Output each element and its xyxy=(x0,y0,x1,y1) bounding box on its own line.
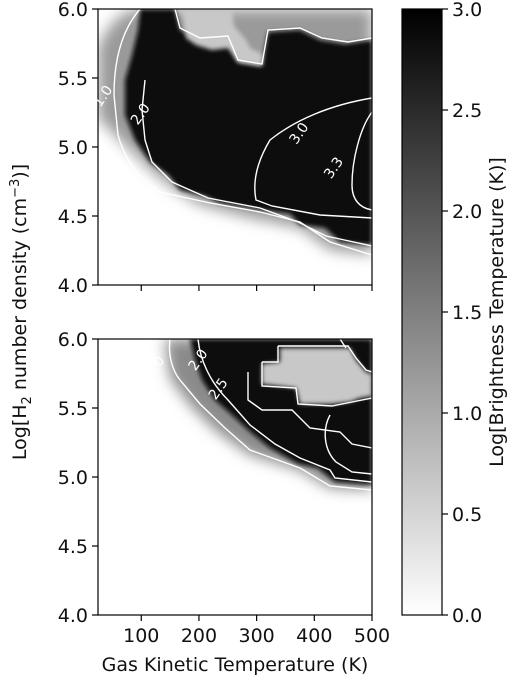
bottom-x-axis: 100 200 300 400 500 xyxy=(123,615,390,647)
bottom-contour-2.0 xyxy=(197,339,372,483)
colorbar-tick-label: 2.0 xyxy=(452,201,482,223)
top-y-tick-label: 4.5 xyxy=(58,206,88,228)
bottom-y-tick-label: 4.0 xyxy=(58,605,88,627)
bottom-contour-inner xyxy=(324,414,372,475)
top-light-patch xyxy=(182,9,262,66)
colorbar-gradient xyxy=(401,8,443,616)
bottom-x-tick-label: 500 xyxy=(354,625,390,647)
top-y-tick-label: 5.0 xyxy=(58,137,88,159)
top-dark-region xyxy=(125,9,372,245)
top-y-tick-label: 5.5 xyxy=(58,68,88,90)
bottom-y-tick-label: 6.0 xyxy=(58,329,88,351)
bottom-contour-patch-top xyxy=(278,345,372,373)
top-contour-3.3 xyxy=(351,111,372,211)
bottom-x-tick-label: 300 xyxy=(238,625,274,647)
y-axis-title: Log[H2 number density (cm−3)] xyxy=(8,164,35,460)
bottom-contour-patch-bottom xyxy=(261,362,372,407)
colorbar-ticks: 0.0 0.5 1.0 1.5 2.0 2.5 3.0 xyxy=(442,0,482,627)
colorbar-tick-label: 3.0 xyxy=(452,0,482,21)
bottom-heatmap xyxy=(165,339,372,490)
bottom-y-tick-label: 5.0 xyxy=(58,467,88,489)
top-x-axis xyxy=(140,285,373,291)
colorbar-tick-label: 0.5 xyxy=(452,504,482,526)
top-contour-1.0 xyxy=(113,9,372,256)
bottom-y-axis: 4.0 4.5 5.0 5.5 6.0 xyxy=(58,329,98,627)
bottom-contours xyxy=(168,339,372,491)
bottom-panel: 1.0 2.02.5 4.04.55.05.56.0 100 200 300 400 50… xyxy=(58,329,390,647)
bottom-contour-patch-left xyxy=(262,346,279,363)
top-contours xyxy=(113,9,372,256)
bottom-contour-small xyxy=(339,339,347,349)
bottom-y-tick-label: 5.5 xyxy=(58,398,88,420)
bottom-contour-2.5 xyxy=(247,372,372,449)
top-contour-2.0-lower xyxy=(141,79,372,247)
top-contour-3.0 xyxy=(254,97,372,219)
top-panel: 1.02.03.03.3 4.04.55.05.56.0 xyxy=(58,0,373,297)
bottom-y-tick-label: 4.5 xyxy=(58,536,88,558)
colorbar-tick-label: 1.0 xyxy=(452,403,482,425)
colorbar: 0.0 0.5 1.0 1.5 2.0 2.5 3.0 Log[Brightness Tem… xyxy=(401,0,508,627)
bottom-contour-1.0 xyxy=(168,339,372,491)
colorbar-label: Log[Brightness Temperature (K)] xyxy=(486,157,508,467)
colorbar-tick-label: 0.0 xyxy=(452,605,482,627)
top-contour-2.0-upper xyxy=(174,9,372,65)
top-y-axis: 4.0 4.5 5.0 5.5 6.0 xyxy=(58,0,98,297)
bottom-x-tick-label: 200 xyxy=(181,625,217,647)
bottom-light-patch xyxy=(262,348,372,404)
bottom-x-tick-label: 400 xyxy=(296,625,332,647)
top-heatmap xyxy=(98,9,372,255)
bottom-x-tick-label: 100 xyxy=(123,625,159,647)
top-y-tick-label: 4.0 xyxy=(58,275,88,297)
colorbar-tick-label: 1.5 xyxy=(452,302,482,324)
x-axis-title: Gas Kinetic Temperature (K) xyxy=(102,654,369,676)
colorbar-tick-label: 2.5 xyxy=(452,100,482,122)
top-y-tick-label: 6.0 xyxy=(58,0,88,21)
